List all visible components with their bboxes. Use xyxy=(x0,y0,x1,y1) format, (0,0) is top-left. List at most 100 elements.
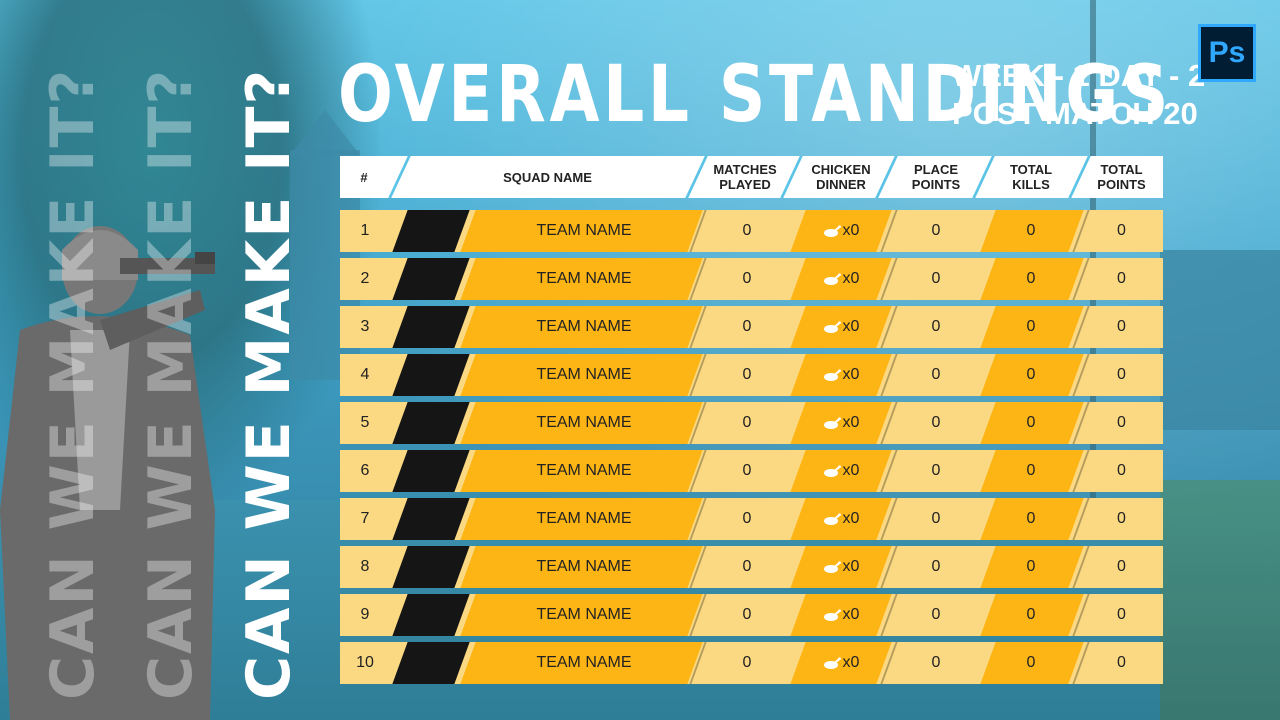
team-name-cell: TEAM NAME xyxy=(536,414,632,431)
slogan-faded-1: CAN WE MAKE IT? xyxy=(38,67,108,700)
matches-played-cell: 0 xyxy=(742,654,752,671)
team-logo-slot xyxy=(392,546,470,588)
chicken-dinner-count: x0 xyxy=(842,414,860,431)
background-building xyxy=(1160,250,1280,430)
total-points-cell: 0 xyxy=(1117,222,1126,239)
header-matches-line2: PLAYED xyxy=(719,177,771,192)
header-chicken-line2: DINNER xyxy=(816,177,866,192)
total-kills-cell: 0 xyxy=(1026,270,1036,287)
total-kills-cell: 0 xyxy=(1026,222,1036,239)
standings-table: # SQUAD NAME MATCHES PLAYED CHICKEN DINN… xyxy=(340,156,1163,690)
matches-played-cell: 0 xyxy=(742,318,752,335)
team-logo-slot xyxy=(392,402,470,444)
rank-cell: 9 xyxy=(360,606,370,623)
header-rank: # xyxy=(360,169,368,185)
table-row: 2 TEAM NAME 0 x0 0 0 0 xyxy=(340,258,1163,300)
place-points-cell: 0 xyxy=(931,222,941,239)
chicken-dinner-count: x0 xyxy=(842,606,860,623)
total-points-cell: 0 xyxy=(1117,270,1126,287)
slogan-faded-2: CAN WE MAKE IT? xyxy=(136,67,206,700)
total-points-cell: 0 xyxy=(1117,366,1126,383)
team-logo-slot xyxy=(392,642,470,684)
chicken-dinner-cell: x0 xyxy=(795,354,887,396)
place-points-cell: 0 xyxy=(931,558,941,575)
chicken-dinner-count: x0 xyxy=(842,270,860,287)
team-name-cell: TEAM NAME xyxy=(536,222,632,239)
rank-cell: 1 xyxy=(360,222,370,239)
table-header: # SQUAD NAME MATCHES PLAYED CHICKEN DINN… xyxy=(340,156,1163,198)
matches-played-cell: 0 xyxy=(742,462,752,479)
chicken-dinner-cell: x0 xyxy=(795,450,887,492)
background-church-roof xyxy=(290,110,360,155)
chicken-dinner-count: x0 xyxy=(842,222,860,239)
total-points-cell: 0 xyxy=(1117,414,1126,431)
place-points-cell: 0 xyxy=(931,414,941,431)
place-points-cell: 0 xyxy=(931,462,941,479)
total-kills-cell: 0 xyxy=(1026,510,1036,527)
rank-cell: 5 xyxy=(360,414,370,431)
chicken-dinner-cell: x0 xyxy=(795,498,887,540)
table-row: 6 TEAM NAME 0 x0 0 0 0 xyxy=(340,450,1163,492)
place-points-cell: 0 xyxy=(931,606,941,623)
team-name-cell: TEAM NAME xyxy=(536,366,632,383)
team-name-cell: TEAM NAME xyxy=(536,318,632,335)
table-row: 9 TEAM NAME 0 x0 0 0 0 xyxy=(340,594,1163,636)
header-kills-line1: TOTAL xyxy=(1009,162,1053,177)
team-logo-slot xyxy=(392,354,470,396)
roast-chicken-icon xyxy=(823,465,841,477)
roast-chicken-icon xyxy=(823,417,841,429)
header-total-line2: POINTS xyxy=(1097,177,1146,192)
roast-chicken-icon xyxy=(823,369,841,381)
matches-played-cell: 0 xyxy=(742,222,752,239)
place-points-cell: 0 xyxy=(931,270,941,287)
rank-cell: 2 xyxy=(360,270,370,287)
matches-played-cell: 0 xyxy=(742,366,752,383)
table-row: 3 TEAM NAME 0 x0 0 0 0 xyxy=(340,306,1163,348)
rank-cell: 3 xyxy=(360,318,370,335)
header-total-line1: TOTAL xyxy=(1100,162,1143,177)
rank-cell: 6 xyxy=(360,462,370,479)
chicken-dinner-count: x0 xyxy=(842,462,860,479)
chicken-dinner-count: x0 xyxy=(842,654,860,671)
chicken-dinner-cell: x0 xyxy=(795,642,887,684)
total-points-cell: 0 xyxy=(1117,462,1126,479)
table-row: 5 TEAM NAME 0 x0 0 0 0 xyxy=(340,402,1163,444)
rank-cell: 8 xyxy=(360,558,370,575)
total-points-cell: 0 xyxy=(1117,318,1126,335)
chicken-dinner-cell: x0 xyxy=(795,258,887,300)
photoshop-logo-icon: Ps xyxy=(1198,24,1256,82)
matches-played-cell: 0 xyxy=(742,510,752,527)
team-name-cell: TEAM NAME xyxy=(536,510,632,527)
header-matches-played: MATCHES PLAYED xyxy=(700,156,790,198)
total-kills-cell: 0 xyxy=(1026,558,1036,575)
table-row: 4 TEAM NAME 0 x0 0 0 0 xyxy=(340,354,1163,396)
chicken-dinner-count: x0 xyxy=(842,318,860,335)
team-logo-slot xyxy=(392,594,470,636)
table-row: 7 TEAM NAME 0 x0 0 0 0 xyxy=(340,498,1163,540)
team-logo-slot xyxy=(392,498,470,540)
header-place-line1: PLACE xyxy=(913,162,959,177)
total-points-cell: 0 xyxy=(1117,606,1126,623)
team-logo-slot xyxy=(392,210,470,252)
table-row: 10 TEAM NAME 0 x0 0 0 0 xyxy=(340,642,1163,684)
header-kills-line2: KILLS xyxy=(1012,177,1050,192)
slogan-main: CAN WE MAKE IT? xyxy=(234,67,304,700)
roast-chicken-icon xyxy=(823,225,841,237)
team-name-cell: TEAM NAME xyxy=(536,654,632,671)
total-kills-cell: 0 xyxy=(1026,462,1036,479)
page-title: OVERALL STANDINGS xyxy=(338,50,1173,140)
background-grass xyxy=(1160,480,1280,720)
matches-played-cell: 0 xyxy=(742,606,752,623)
chicken-dinner-cell: x0 xyxy=(795,546,887,588)
header-squad-name: SQUAD NAME xyxy=(503,169,592,185)
chicken-dinner-cell: x0 xyxy=(795,594,887,636)
chicken-dinner-cell: x0 xyxy=(795,306,887,348)
place-points-cell: 0 xyxy=(931,510,941,527)
chicken-dinner-cell: x0 xyxy=(795,402,887,444)
matches-played-cell: 0 xyxy=(742,558,752,575)
rank-cell: 10 xyxy=(356,654,374,671)
character-silhouette xyxy=(0,226,215,720)
header-chicken-line1: CHICKEN xyxy=(811,162,871,177)
rank-cell: 7 xyxy=(360,510,370,527)
header-place-line2: POINTS xyxy=(911,177,961,192)
